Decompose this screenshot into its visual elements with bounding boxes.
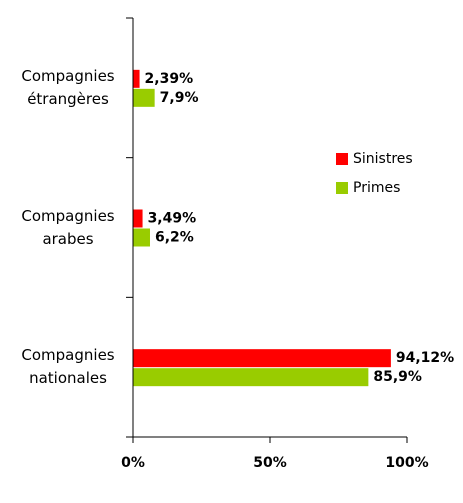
x-tick-label: 0%: [121, 455, 145, 471]
legend-swatch: [336, 153, 348, 165]
bar: [133, 88, 155, 107]
bar: [133, 349, 391, 368]
bar: [133, 209, 143, 228]
value-label: 85,9%: [373, 369, 422, 385]
bar: [133, 368, 369, 387]
legend-label: Primes: [353, 180, 400, 196]
legend-label: Sinistres: [353, 151, 413, 167]
category-label: Compagnies étrangères: [21, 66, 115, 108]
x-tick-label: 100%: [385, 455, 428, 471]
value-label: 7,9%: [160, 90, 199, 106]
value-label: 2,39%: [145, 71, 194, 87]
bar: [133, 69, 140, 88]
value-label: 3,49%: [148, 211, 197, 227]
category-label: Compagnies arabes: [21, 206, 115, 248]
bar: [133, 228, 150, 247]
legend-swatch: [336, 182, 348, 194]
category-label: Compagnies nationales: [21, 346, 115, 388]
x-tick-label: 50%: [253, 455, 287, 471]
value-label: 6,2%: [155, 230, 194, 246]
value-label: 94,12%: [396, 350, 454, 366]
